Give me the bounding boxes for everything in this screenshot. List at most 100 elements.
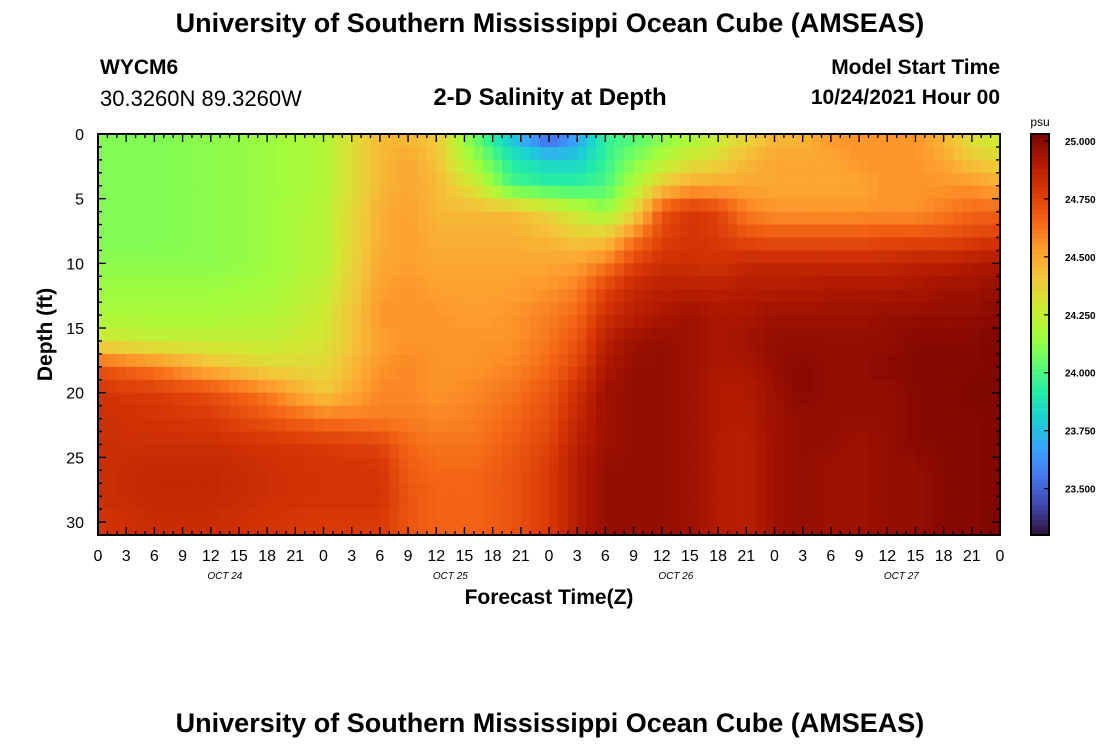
- heatmap-cell: [990, 470, 1001, 484]
- heatmap-cell: [126, 353, 137, 368]
- heatmap-cell: [671, 224, 682, 239]
- heatmap-cell: [549, 237, 559, 252]
- heatmap-cell: [361, 263, 372, 277]
- heatmap-cell: [849, 457, 860, 471]
- heatmap-cell: [652, 366, 663, 381]
- heatmap-cell: [849, 211, 860, 226]
- heatmap-cell: [116, 315, 127, 329]
- heatmap-cell: [511, 496, 522, 510]
- heatmap-cell: [107, 509, 118, 523]
- heatmap-cell: [191, 405, 202, 420]
- heatmap-cell: [906, 340, 917, 355]
- heatmap-cell: [351, 276, 362, 290]
- heatmap-cell: [379, 302, 390, 316]
- heatmap-cell: [586, 483, 597, 497]
- heatmap-cell: [201, 405, 212, 420]
- heatmap-cell: [173, 250, 184, 264]
- heatmap-cell: [379, 444, 390, 458]
- heatmap-cell: [511, 366, 522, 381]
- heatmap-cell: [276, 289, 287, 303]
- colorbar-segment: [1031, 464, 1049, 471]
- heatmap-cell: [389, 470, 400, 484]
- heatmap-cell: [436, 392, 447, 407]
- heatmap-cell: [173, 353, 184, 368]
- heatmap-cell: [614, 340, 625, 355]
- colorbar-segment: [1031, 274, 1049, 280]
- heatmap-cell: [210, 496, 221, 510]
- heatmap-cell: [586, 289, 597, 303]
- heatmap-cell: [276, 276, 287, 290]
- heatmap-cell: [671, 315, 682, 329]
- heatmap-cell: [182, 302, 193, 316]
- heatmap-cell: [718, 198, 729, 213]
- heatmap-cell: [248, 276, 259, 290]
- heatmap-cell: [943, 315, 954, 329]
- heatmap-cell: [943, 159, 954, 174]
- heatmap-cell: [595, 431, 606, 446]
- heatmap-cell: [492, 328, 503, 342]
- heatmap-cell: [445, 211, 456, 226]
- heatmap-cell: [661, 211, 672, 226]
- heatmap-cell: [229, 392, 240, 407]
- heatmap-cell: [943, 418, 954, 433]
- heatmap-cell: [135, 340, 146, 355]
- heatmap-cell: [285, 146, 296, 161]
- heatmap-cell: [783, 418, 794, 433]
- heatmap-cell: [586, 392, 597, 407]
- heatmap-cell: [774, 224, 785, 239]
- heatmap-cell: [483, 418, 494, 433]
- heatmap-cell: [830, 405, 841, 420]
- heatmap-cell: [689, 198, 700, 213]
- heatmap-cell: [107, 237, 118, 252]
- heatmap-cell: [558, 405, 569, 420]
- heatmap-cell: [661, 159, 672, 174]
- heatmap-cell: [530, 483, 541, 497]
- heatmap-cell: [821, 522, 832, 536]
- colorbar-segment: [1031, 489, 1049, 496]
- heatmap-cell: [520, 457, 531, 471]
- heatmap-cell: [906, 457, 917, 471]
- heatmap-cell: [210, 483, 221, 497]
- heatmap-cell: [455, 457, 466, 471]
- heatmap-cell: [605, 366, 616, 381]
- colorbar-segment: [1031, 149, 1049, 155]
- heatmap-cell: [182, 224, 193, 239]
- heatmap-cell: [483, 328, 494, 342]
- heatmap-cell: [689, 172, 700, 187]
- heatmap-cell: [577, 392, 588, 407]
- colorbar-segment: [1031, 479, 1049, 486]
- heatmap-cell: [708, 392, 719, 407]
- heatmap-cell: [379, 392, 390, 407]
- heatmap-cell: [671, 250, 682, 264]
- heatmap-cell: [370, 353, 381, 368]
- heatmap-cell: [614, 198, 625, 213]
- heatmap-cell: [680, 302, 691, 316]
- heatmap-cell: [398, 444, 409, 458]
- heatmap-cell: [953, 237, 964, 252]
- heatmap-cell: [314, 483, 325, 497]
- heatmap-cell: [783, 509, 794, 523]
- colorbar-segment: [1031, 254, 1049, 260]
- heatmap-cell: [389, 211, 400, 226]
- heatmap-cell: [107, 146, 118, 161]
- heatmap-cell: [361, 340, 372, 355]
- heatmap-cell: [351, 522, 362, 536]
- heatmap-cell: [426, 159, 437, 174]
- heatmap-cell: [567, 366, 578, 381]
- heatmap-cell: [370, 405, 381, 420]
- heatmap-cell: [614, 302, 625, 316]
- heatmap-cell: [473, 431, 484, 446]
- heatmap-cell: [671, 418, 682, 433]
- heatmap-cell: [351, 134, 362, 148]
- heatmap-cell: [530, 134, 541, 148]
- heatmap-cell: [483, 457, 494, 471]
- heatmap-cell: [736, 496, 747, 510]
- heatmap-cell: [868, 302, 879, 316]
- heatmap-cell: [943, 405, 954, 420]
- heatmap-cell: [502, 159, 513, 174]
- heatmap-cell: [567, 483, 578, 497]
- heatmap-cell: [220, 289, 231, 303]
- heatmap-cell: [126, 315, 137, 329]
- day-label: OCT 27: [884, 571, 919, 582]
- heatmap-cell: [633, 289, 644, 303]
